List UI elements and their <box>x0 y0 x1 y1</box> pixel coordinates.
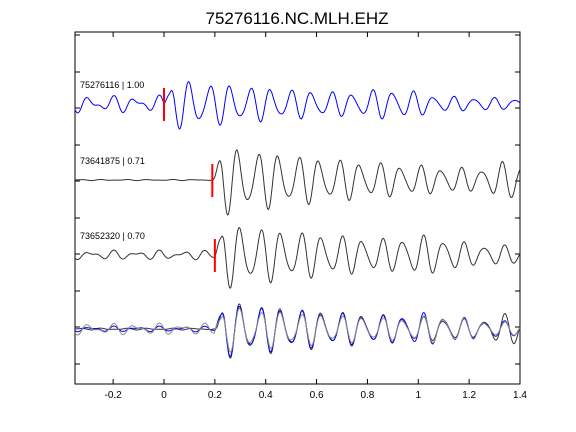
trace-label: 73641875 | 0.71 <box>80 156 145 166</box>
x-tick-label: 0.4 <box>259 390 273 401</box>
trace-label: 73652320 | 0.70 <box>80 231 145 241</box>
x-tick-label: 1.4 <box>513 390 527 401</box>
x-tick-label: 1.2 <box>462 390 476 401</box>
x-tick-label: 0 <box>161 390 167 401</box>
trace-group: 75276116 | 1.00 73641875 | 0.71 73652320 |… <box>74 80 521 289</box>
x-tick-label: 0.2 <box>208 390 222 401</box>
overlay-panel <box>74 303 521 359</box>
trace-line-75276116 <box>74 81 521 130</box>
x-tick-label: 1 <box>416 390 422 401</box>
x-tick-label: 0.8 <box>360 390 374 401</box>
trace-label: 75276116 | 1.00 <box>80 80 144 90</box>
x-tick-label: -0.2 <box>105 390 123 401</box>
trace-line-73652320 <box>74 226 521 289</box>
x-tick-label: 0.6 <box>310 390 324 401</box>
trace-line-73641875 <box>75 149 521 216</box>
y-axis-ticks <box>75 34 520 365</box>
overlay-line-75276116 <box>74 307 521 353</box>
x-axis: -0.2 0 0.2 0.4 0.6 0.8 1 1.2 1.4 <box>105 32 527 401</box>
chart-title: 75276116.NC.MLH.EHZ <box>206 9 389 28</box>
